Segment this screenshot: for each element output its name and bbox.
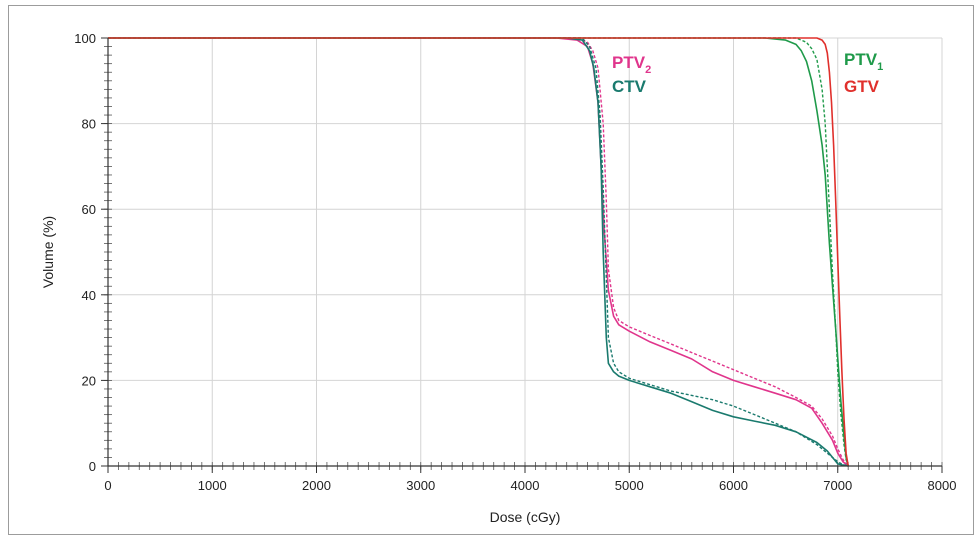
series-label-gtv: GTV bbox=[844, 77, 880, 96]
series-gtv-solid-line bbox=[108, 37, 849, 467]
y-axis-title: Volume (%) bbox=[40, 216, 56, 288]
x-tick-label: 8000 bbox=[928, 478, 957, 493]
series-ctv-dashed-line bbox=[108, 37, 849, 467]
series-ptv1-solid-line bbox=[108, 37, 849, 467]
series-label-ptv1-sub: 1 bbox=[877, 61, 883, 73]
series-label-ptv2-sub: 2 bbox=[645, 64, 651, 76]
grid-lines bbox=[108, 37, 943, 466]
x-axis-title: Dose (cGy) bbox=[490, 509, 561, 525]
series-label-gtv-main: GTV bbox=[844, 77, 880, 96]
tick-labels: 0 1000 2000 3000 4000 5000 6000 7000 8000 0 20 40 60… bbox=[74, 31, 956, 493]
y-tick-label: 100 bbox=[74, 31, 96, 46]
chart-frame bbox=[8, 5, 974, 535]
series-lines bbox=[108, 37, 849, 467]
series-label-ptv1: PTV1 bbox=[844, 50, 883, 73]
x-tick-label: 3000 bbox=[406, 478, 435, 493]
x-tick-label: 2000 bbox=[302, 478, 331, 493]
series-label-ptv2-main: PTV bbox=[612, 53, 646, 72]
x-tick-label: 4000 bbox=[511, 478, 540, 493]
y-tick-label: 0 bbox=[89, 459, 96, 474]
series-ptv2-solid-line bbox=[108, 37, 849, 467]
x-tick-label: 0 bbox=[104, 478, 111, 493]
series-ptv2-dashed-line bbox=[108, 37, 849, 467]
series-label-ptv1-main: PTV bbox=[844, 50, 878, 69]
y-tick-label: 60 bbox=[82, 202, 96, 217]
x-tick-label: 6000 bbox=[719, 478, 748, 493]
x-tick-label: 7000 bbox=[823, 478, 852, 493]
series-label-ptv2: PTV2 bbox=[612, 53, 651, 76]
series-label-ctv-main: CTV bbox=[612, 77, 647, 96]
series-ptv1-dashed-line bbox=[108, 37, 849, 467]
x-tick-label: 5000 bbox=[615, 478, 644, 493]
y-tick-label: 20 bbox=[82, 373, 96, 388]
x-tick-label: 1000 bbox=[198, 478, 227, 493]
series-label-ctv: CTV bbox=[612, 77, 647, 96]
y-tick-label: 40 bbox=[82, 288, 96, 303]
axes bbox=[101, 37, 943, 473]
series-ctv-solid-line bbox=[108, 37, 849, 467]
y-tick-label: 80 bbox=[82, 117, 96, 132]
